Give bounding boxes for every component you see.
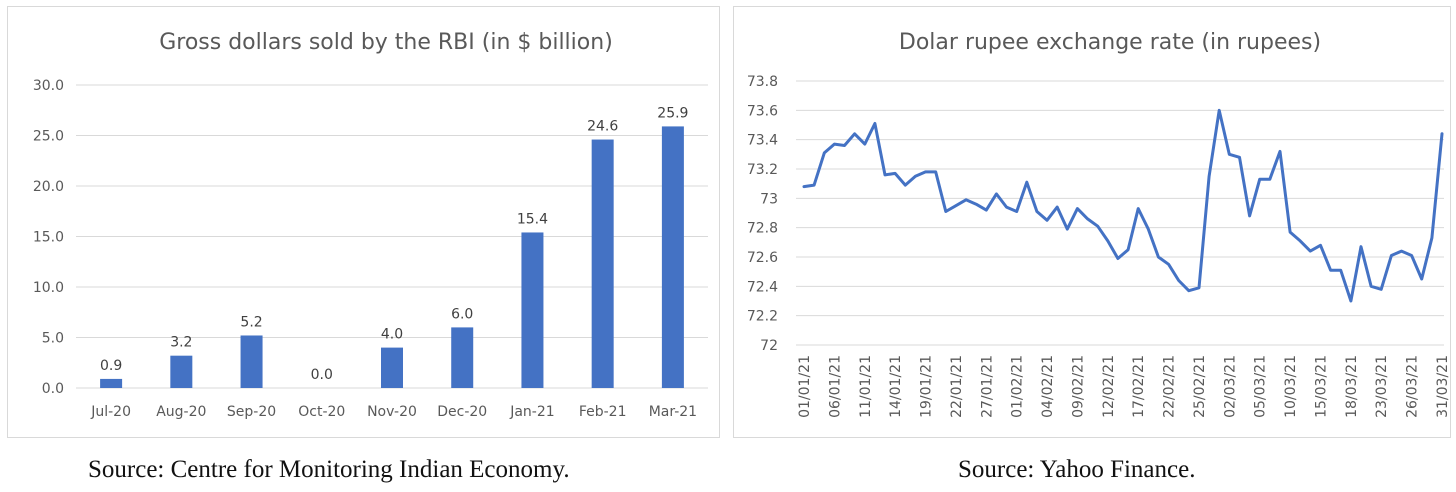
x-tick-label: 01/01/21	[797, 355, 813, 418]
x-tick-label: 18/03/21	[1344, 355, 1360, 418]
x-tick-label: 12/02/21	[1101, 355, 1117, 418]
x-tick-label: 26/03/21	[1405, 355, 1421, 418]
bar-jan-21	[521, 232, 544, 388]
data-label: 15.4	[517, 211, 548, 227]
y-tick-label: 73.2	[747, 162, 778, 178]
source-note-yahoo: Source: Yahoo Finance.	[958, 456, 1196, 483]
y-tick-label: 72.8	[747, 221, 778, 237]
x-tick-label: Jul-20	[90, 404, 131, 420]
y-tick-label: 72	[760, 338, 778, 354]
y-tick-label: 15.0	[33, 230, 64, 246]
y-tick-label: 5.0	[42, 331, 64, 347]
x-tick-label: 10/03/21	[1283, 355, 1299, 418]
x-tick-label: Sep-20	[227, 404, 276, 420]
x-tick-label: 31/03/21	[1435, 355, 1451, 418]
x-tick-label: Nov-20	[367, 404, 417, 420]
bar-dec-20	[451, 327, 474, 388]
x-tick-label: 23/03/21	[1374, 355, 1390, 418]
data-label: 24.6	[587, 119, 618, 135]
series-line-exchange-rate	[802, 108, 1444, 303]
data-label: 4.0	[381, 327, 403, 343]
y-tick-label: 73	[760, 191, 778, 207]
x-tick-label: Jan-21	[509, 404, 554, 420]
x-tick-label: 09/02/21	[1070, 355, 1086, 418]
y-tick-label: 10.0	[33, 280, 64, 296]
x-tick-label: 27/01/21	[979, 355, 995, 418]
y-tick-label: 20.0	[33, 179, 64, 195]
source-note-cmie: Source: Centre for Monitoring Indian Eco…	[88, 456, 570, 483]
y-tick-label: 73.6	[747, 103, 778, 119]
data-label: 0.9	[100, 358, 122, 374]
x-tick-label: Oct-20	[298, 404, 345, 420]
data-label: 6.0	[451, 306, 473, 322]
bar-aug-20	[170, 355, 193, 388]
data-label: 25.9	[657, 105, 688, 121]
x-tick-label: Feb-21	[579, 404, 627, 420]
x-tick-label: 01/02/21	[1010, 355, 1026, 418]
chart-title: Gross dollars sold by the RBI (in $ bill…	[159, 30, 613, 55]
x-tick-label: 06/01/21	[827, 355, 843, 418]
bar-jul-20	[100, 378, 123, 388]
x-tick-label: Dec-20	[437, 404, 487, 420]
bar-mar-21	[661, 126, 684, 388]
x-tick-label: 14/01/21	[888, 355, 904, 418]
y-tick-label: 30.0	[33, 78, 64, 94]
line-chart-canvas: Dolar rupee exchange rate (in rupees) 72 7…	[747, 30, 1451, 418]
y-tick-label: 72.2	[747, 309, 778, 325]
x-tick-label: 22/01/21	[949, 355, 965, 418]
data-label: 0.0	[311, 367, 333, 383]
chart-title: Dolar rupee exchange rate (in rupees)	[899, 30, 1321, 55]
exchange-rate-chart: Dolar rupee exchange rate (in rupees) 72 7…	[733, 6, 1451, 438]
y-tick-label: 73.4	[747, 133, 778, 149]
x-tick-label: 15/03/21	[1314, 355, 1330, 418]
x-tick-label: Aug-20	[156, 404, 206, 420]
y-tick-label: 25.0	[33, 129, 64, 145]
gross-dollars-sold-chart: Gross dollars sold by the RBI (in $ bill…	[7, 6, 720, 438]
y-tick-label: 73.8	[747, 74, 778, 90]
bar-feb-21	[591, 139, 614, 388]
x-tick-label: 04/02/21	[1040, 355, 1056, 418]
x-tick-label: 25/02/21	[1192, 355, 1208, 418]
x-tick-label: 19/01/21	[919, 355, 935, 418]
x-tick-label: 17/02/21	[1131, 355, 1147, 418]
bar-nov-20	[381, 347, 403, 388]
x-tick-label: 05/03/21	[1253, 355, 1269, 418]
bar-chart-canvas: Gross dollars sold by the RBI (in $ bill…	[33, 30, 708, 420]
data-label: 5.2	[240, 314, 262, 330]
bar-sep-20	[240, 335, 263, 388]
data-label: 3.2	[170, 335, 192, 351]
x-tick-label: 22/02/21	[1162, 355, 1178, 418]
y-tick-label: 0.0	[42, 381, 64, 397]
x-tick-label: Mar-21	[649, 404, 697, 420]
y-tick-label: 72.4	[747, 279, 778, 295]
x-tick-label: 11/01/21	[858, 355, 874, 418]
x-tick-label: 02/03/21	[1222, 355, 1238, 418]
y-tick-label: 72.6	[747, 250, 778, 266]
